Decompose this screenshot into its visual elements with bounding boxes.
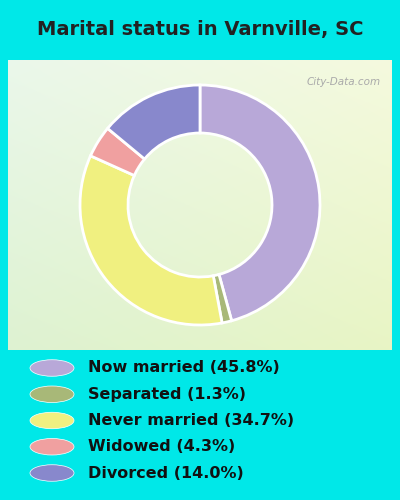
Text: Separated (1.3%): Separated (1.3%)	[88, 387, 246, 402]
Text: Widowed (4.3%): Widowed (4.3%)	[88, 439, 235, 454]
Wedge shape	[90, 128, 144, 176]
Text: Never married (34.7%): Never married (34.7%)	[88, 413, 294, 428]
Circle shape	[30, 386, 74, 402]
Wedge shape	[200, 85, 320, 321]
Text: Marital status in Varnville, SC: Marital status in Varnville, SC	[37, 20, 363, 40]
Text: Divorced (14.0%): Divorced (14.0%)	[88, 466, 244, 480]
Circle shape	[30, 465, 74, 481]
Circle shape	[30, 438, 74, 455]
Wedge shape	[213, 274, 232, 323]
Circle shape	[30, 360, 74, 376]
Circle shape	[30, 412, 74, 428]
Wedge shape	[80, 156, 222, 325]
Text: Now married (45.8%): Now married (45.8%)	[88, 360, 280, 376]
Wedge shape	[108, 85, 200, 159]
Text: City-Data.com: City-Data.com	[306, 78, 380, 88]
